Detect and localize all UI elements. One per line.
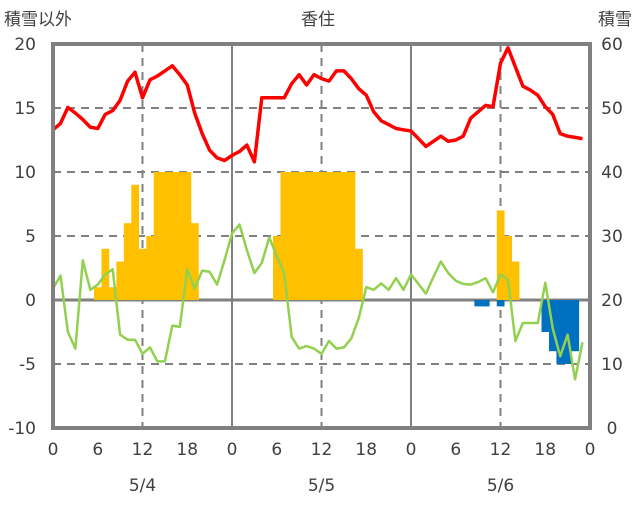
plot-frame xyxy=(51,42,592,430)
right-tick-label: 0 xyxy=(607,419,618,439)
right-tick-label: 30 xyxy=(601,227,623,247)
orange-bar xyxy=(108,287,117,300)
left-tick-label: -10 xyxy=(8,419,36,439)
x-tick-label: 18 xyxy=(355,440,377,460)
chart-title: 香住 xyxy=(301,10,335,30)
x-tick-label: 0 xyxy=(406,440,417,460)
orange-bar xyxy=(168,172,177,300)
orange-bar xyxy=(123,223,132,300)
x-tick-label: 0 xyxy=(227,440,238,460)
blue-bar xyxy=(556,300,565,364)
orange-bar xyxy=(280,172,289,300)
orange-bar xyxy=(295,172,304,300)
left-tick-label: 5 xyxy=(25,227,36,247)
orange-bar xyxy=(183,172,192,300)
left-tick-label: 20 xyxy=(14,35,36,55)
orange-bar xyxy=(325,172,333,300)
orange-bar xyxy=(317,172,326,300)
blue-bar xyxy=(481,300,490,307)
right-tick-label: 10 xyxy=(601,355,623,375)
orange-bar xyxy=(131,184,140,300)
red-line-series xyxy=(51,46,583,164)
left-tick-label: 10 xyxy=(14,163,36,183)
orange-bar xyxy=(116,261,125,300)
orange-bar xyxy=(273,236,281,300)
x-tick-label: 0 xyxy=(48,440,59,460)
x-tick-label: 0 xyxy=(585,440,596,460)
orange-bar xyxy=(511,261,520,300)
orange-bar xyxy=(340,172,348,300)
orange-bar xyxy=(176,172,184,300)
orange-bar xyxy=(496,210,505,300)
x-tick-label: 6 xyxy=(92,440,103,460)
lines xyxy=(51,46,584,381)
plot-border xyxy=(51,42,592,430)
axis-labels: 積雪以外 香住 積雪 xyxy=(4,10,632,30)
orange-bar xyxy=(94,287,102,300)
right-tick-label: 40 xyxy=(601,163,623,183)
left-tick-label: 0 xyxy=(25,291,36,311)
blue-bar xyxy=(541,300,550,332)
blue-bar xyxy=(474,300,483,307)
orange-bar xyxy=(302,172,311,300)
right-tick-label: 20 xyxy=(601,291,623,311)
right-tick-label: 50 xyxy=(601,99,623,119)
bars xyxy=(94,172,580,364)
orange-bar xyxy=(161,172,169,300)
x-tick-label: 12 xyxy=(311,440,333,460)
right-tick-label: 60 xyxy=(601,35,623,55)
orange-bar xyxy=(287,172,296,300)
blue-bar xyxy=(496,300,505,307)
orange-bar xyxy=(310,172,319,300)
left-tick-label: -5 xyxy=(19,355,36,375)
orange-bar xyxy=(138,248,147,300)
orange-bar xyxy=(355,248,363,300)
orange-bar xyxy=(146,236,154,300)
blue-bar xyxy=(571,300,580,352)
orange-bar xyxy=(190,223,199,300)
right-axis-title: 積雪 xyxy=(598,10,632,30)
date-label: 5/4 xyxy=(129,476,156,496)
orange-bar xyxy=(332,172,341,300)
x-tick-label: 12 xyxy=(132,440,154,460)
x-tick-label: 12 xyxy=(490,440,512,460)
x-tick-label: 18 xyxy=(534,440,556,460)
date-label: 5/6 xyxy=(487,476,514,496)
orange-bar xyxy=(347,172,356,300)
x-tick-label: 18 xyxy=(176,440,198,460)
x-tick-label: 6 xyxy=(450,440,461,460)
left-tick-label: 15 xyxy=(14,99,36,119)
x-tick-label: 6 xyxy=(271,440,282,460)
orange-bar xyxy=(153,172,162,300)
left-axis-title: 積雪以外 xyxy=(4,10,72,30)
blue-bar xyxy=(563,300,572,364)
date-label: 5/5 xyxy=(308,476,335,496)
orange-bar xyxy=(504,236,512,300)
green-line-series xyxy=(51,223,584,381)
